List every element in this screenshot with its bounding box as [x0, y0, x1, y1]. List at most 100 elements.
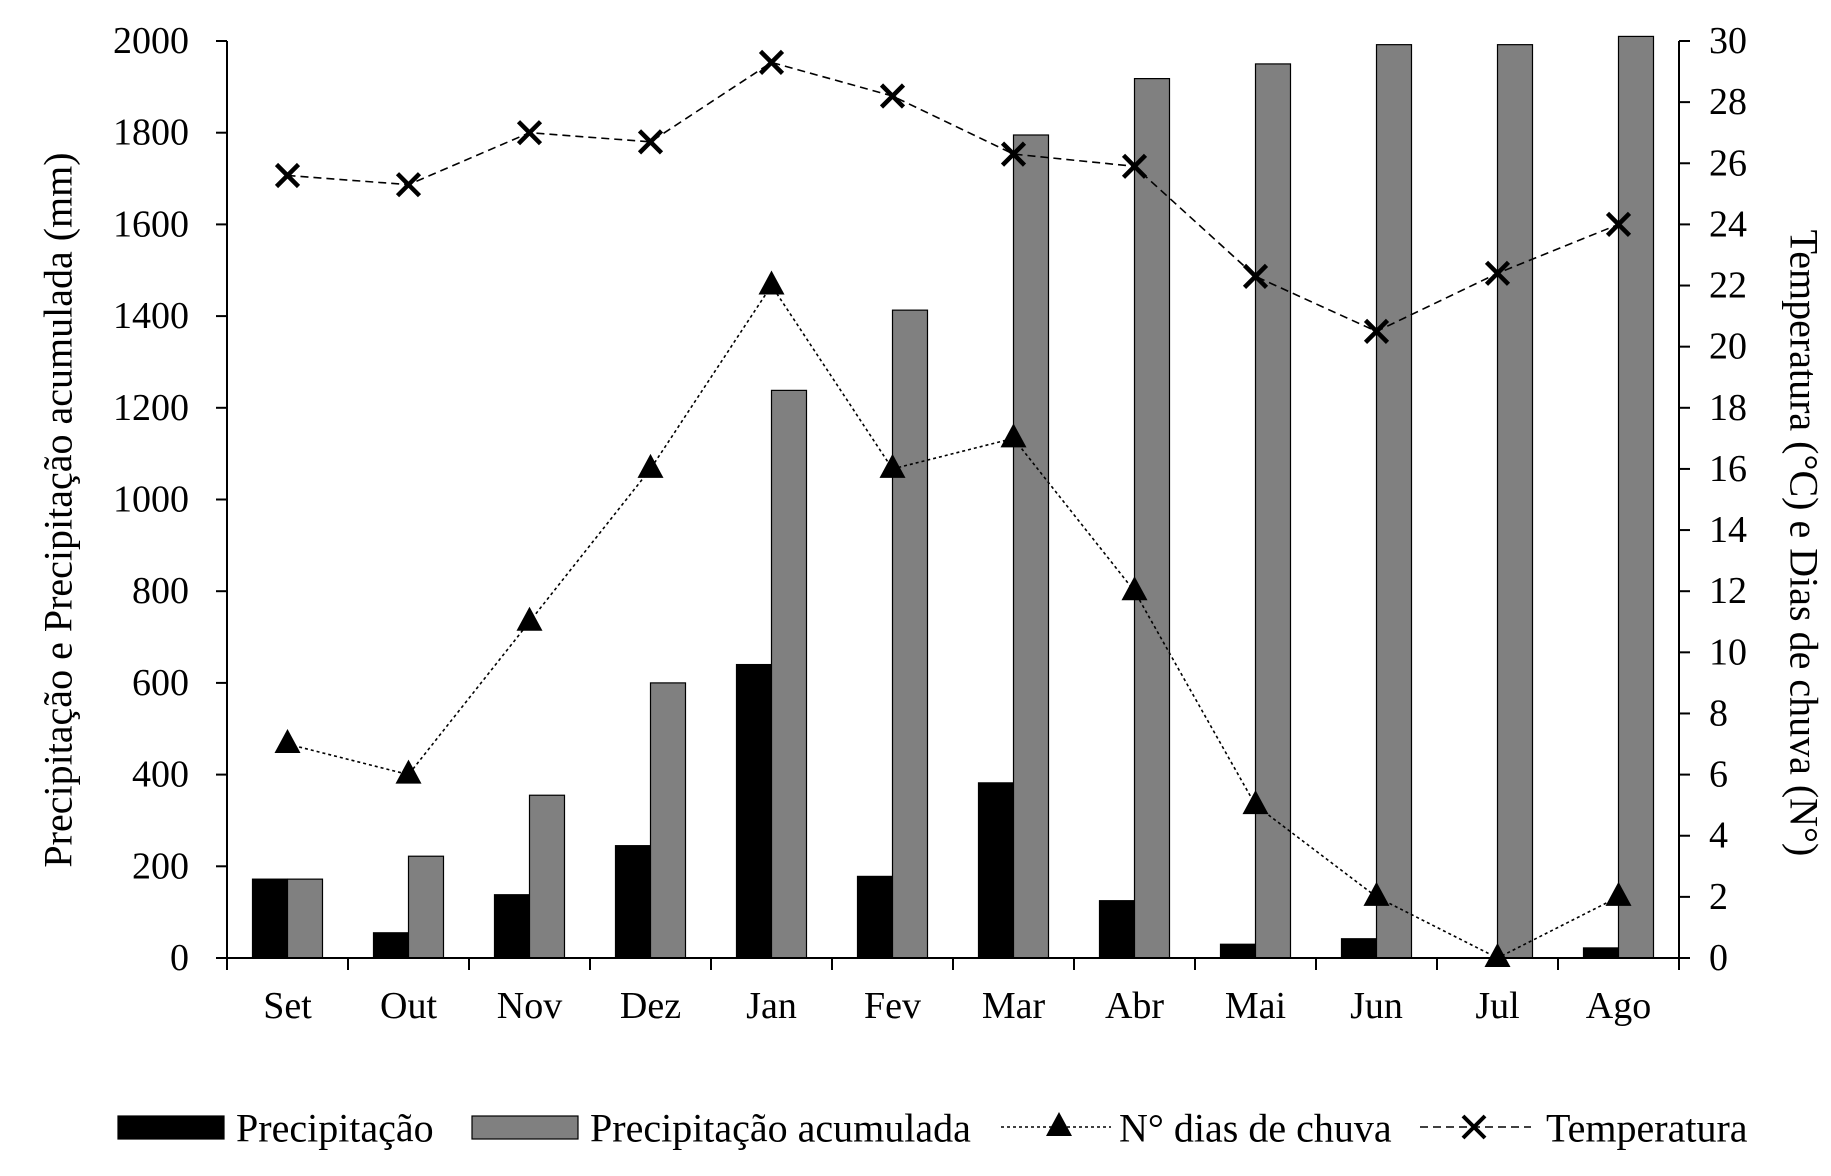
x-tick-label: Mar	[982, 985, 1046, 1027]
x-tick-label: Fev	[864, 985, 921, 1027]
bar-precipitacao-acumulada	[407, 855, 445, 959]
y2-axis-title: Temperatura (°C) e Dias de chuva (N°)	[1782, 230, 1827, 857]
marker-temperatura	[274, 162, 301, 189]
x-marker-icon	[1461, 1114, 1487, 1140]
bar-precipitacao	[1098, 900, 1136, 959]
legend: Precipitação Precipitação acumulada N° d…	[117, 1106, 1748, 1151]
marker-temperatura	[1000, 141, 1027, 167]
marker-n-dias-de-chuva	[879, 453, 906, 478]
legend-item-precipitacao: Precipitação	[117, 1106, 434, 1151]
marker-n-dias-de-chuva	[1605, 881, 1632, 906]
bar-precipitacao	[614, 845, 652, 959]
bar-precipitacao-acumulada	[770, 389, 808, 959]
legend-label-precipitacao: Precipitação	[236, 1106, 434, 1151]
triangle-marker-icon	[1046, 1112, 1072, 1136]
marker-n-dias-de-chuva	[758, 270, 785, 295]
marker-temperatura	[1605, 211, 1632, 237]
marker-n-dias-de-chuva	[1121, 576, 1148, 601]
marker-n-dias-de-chuva	[516, 606, 543, 631]
y2-tick-label: 30	[1709, 20, 1747, 62]
y2-tick-label: 6	[1709, 754, 1728, 796]
marker-temperatura	[1484, 260, 1511, 286]
y-tick-label: 400	[132, 754, 189, 796]
y2-tick-label: 20	[1709, 326, 1747, 368]
bar-precipitacao	[493, 894, 531, 959]
bar-precipitacao	[251, 878, 289, 959]
y-tick-label: 0	[170, 937, 189, 979]
bar-precipitacao	[1219, 943, 1257, 959]
marker-temperatura	[516, 120, 543, 146]
marker-temperatura	[879, 83, 906, 109]
y-tick-label: 1200	[113, 387, 189, 429]
y2-tick-label: 10	[1709, 631, 1747, 673]
legend-label-temperatura: Temperatura	[1546, 1106, 1748, 1151]
bar-precipitacao-acumulada	[649, 682, 687, 959]
bar-precipitacao-acumulada	[1012, 134, 1050, 959]
x-tick-label: Abr	[1105, 985, 1164, 1027]
line-temperatura	[287, 61, 1619, 333]
marker-n-dias-de-chuva	[395, 759, 422, 784]
bar-precipitacao-acumulada	[1133, 77, 1171, 959]
x-tick-label: Jul	[1475, 985, 1519, 1027]
marker-temperatura	[758, 49, 785, 75]
marker-n-dias-de-chuva	[274, 729, 301, 754]
x-tick-label: Jan	[746, 985, 797, 1027]
marker-n-dias-de-chuva	[1242, 790, 1269, 815]
y2-tick-label: 22	[1709, 265, 1747, 307]
axes-layer: 0200400600800100012001400160018002000024…	[113, 20, 1747, 1027]
legend-swatch-precipitacao	[117, 1115, 225, 1140]
y2-tick-label: 26	[1709, 142, 1747, 184]
y2-tick-label: 0	[1709, 937, 1728, 979]
y2-tick-label: 12	[1709, 570, 1747, 612]
bar-precipitacao-acumulada	[1496, 44, 1534, 959]
marker-temperatura	[1242, 263, 1269, 289]
legend-label-precipitacao-acumulada: Precipitação acumulada	[590, 1106, 971, 1151]
bar-series-precipitacao-acumulada	[286, 35, 1655, 959]
legend-item-dias-de-chuva: N° dias de chuva	[1001, 1106, 1392, 1151]
line-series-n-dias-de-chuva	[274, 270, 1632, 967]
line-series-temperatura	[274, 49, 1632, 344]
y2-tick-label: 14	[1709, 509, 1747, 551]
y2-tick-label: 28	[1709, 81, 1747, 123]
bar-precipitacao-acumulada	[1617, 35, 1655, 959]
bar-precipitacao	[977, 782, 1015, 959]
x-tick-label: Jun	[1350, 985, 1403, 1027]
legend-swatch-precipitacao-acumulada	[471, 1115, 579, 1140]
marker-temperatura	[395, 172, 422, 198]
y-tick-label: 1800	[113, 112, 189, 154]
marker-temperatura	[1363, 318, 1390, 344]
bar-precipitacao-acumulada	[1254, 63, 1292, 959]
bar-precipitacao	[856, 875, 894, 959]
lines-layer	[274, 49, 1632, 967]
y2-tick-label: 18	[1709, 387, 1747, 429]
line-n-dias-de-chuva	[287, 284, 1619, 959]
y-tick-label: 200	[132, 845, 189, 887]
y-axis-title: Precipitação e Precipitação acumulada (m…	[36, 152, 81, 867]
y2-tick-label: 24	[1709, 203, 1747, 245]
y2-tick-label: 16	[1709, 448, 1747, 490]
marker-n-dias-de-chuva	[1484, 943, 1511, 967]
bar-precipitacao	[372, 932, 410, 959]
legend-label-dias-de-chuva: N° dias de chuva	[1119, 1106, 1392, 1151]
y-tick-label: 2000	[113, 20, 189, 62]
bar-series-precipitacao	[251, 663, 1620, 959]
y-tick-label: 800	[132, 570, 189, 612]
marker-n-dias-de-chuva	[1000, 423, 1027, 448]
y-tick-label: 1000	[113, 479, 189, 521]
x-tick-label: Mai	[1225, 985, 1286, 1027]
x-tick-label: Ago	[1586, 985, 1651, 1027]
x-tick-label: Dez	[620, 985, 681, 1027]
bar-precipitacao-acumulada	[891, 309, 929, 959]
y2-tick-label: 4	[1709, 815, 1728, 857]
bar-precipitacao-acumulada	[528, 794, 566, 959]
y2-tick-label: 2	[1709, 876, 1728, 918]
y-tick-label: 1400	[113, 295, 189, 337]
y2-tick-label: 8	[1709, 692, 1728, 734]
legend-item-temperatura: Temperatura	[1420, 1106, 1748, 1151]
bar-precipitacao-acumulada	[1375, 44, 1413, 959]
marker-temperatura	[1121, 153, 1148, 179]
marker-temperatura	[637, 129, 664, 155]
bar-precipitacao	[1340, 938, 1378, 959]
marker-n-dias-de-chuva	[1363, 881, 1390, 906]
